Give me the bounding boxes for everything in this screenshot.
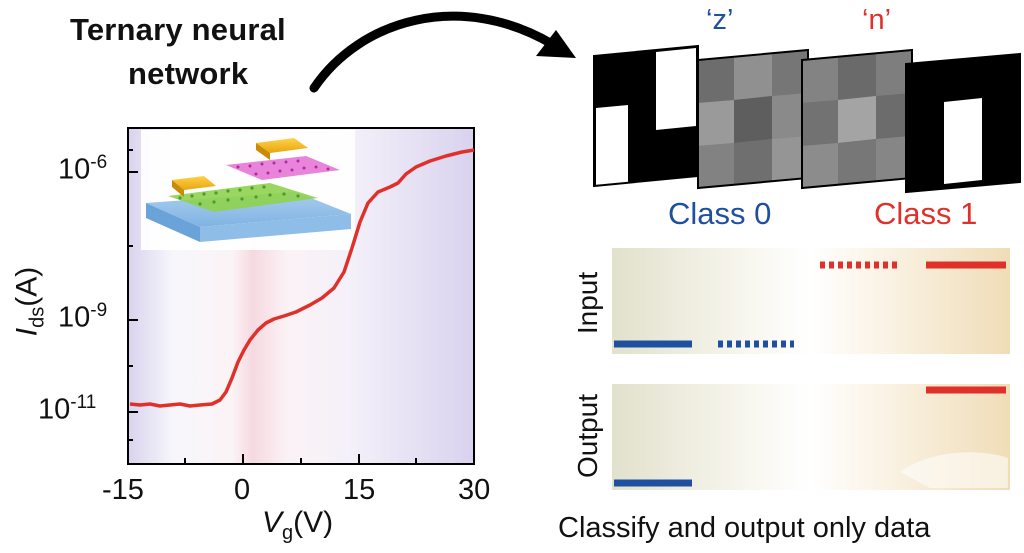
device-inset-icon (141, 130, 355, 250)
class-0-label: Class 0 (668, 196, 772, 231)
xtick-label-m15: -15 (102, 474, 144, 506)
ytick-label-1e-6: 10-6 (58, 152, 108, 186)
ids-vg-curve (129, 148, 475, 408)
class-1-label: Class 1 (874, 196, 978, 231)
binary-image-z-icon (593, 44, 699, 188)
binary-image-n-icon (905, 52, 1021, 194)
ytick-label-1e-11: 10-11 (38, 392, 97, 426)
pattern-label-z: ‘z’ (706, 4, 734, 36)
pattern-label-n: ‘n’ (862, 4, 892, 36)
footer-caption: Classify and output only data (558, 512, 931, 544)
transfer-curve-plot (127, 127, 475, 465)
curved-arrow-icon (309, 11, 576, 93)
y-ticks (128, 149, 138, 441)
xtick-label-15: 15 (343, 474, 376, 506)
xtick-label-30: 30 (458, 474, 491, 506)
title-line-1: Ternary neural (70, 12, 286, 47)
gray-kernel-2-icon (801, 48, 913, 190)
input-axis-label: Input (572, 271, 603, 335)
output-axis-label: Output (572, 393, 603, 479)
xtick-label-0: 0 (234, 474, 251, 506)
title-line-2: network (128, 56, 249, 91)
io-panels (612, 248, 1010, 490)
pattern-stack (593, 44, 1021, 194)
x-axis-label: Vg(V) (262, 506, 334, 544)
gray-kernel-1-icon (697, 48, 809, 190)
y-axis-label: Ids(A) (10, 266, 49, 337)
ytick-label-1e-9: 10-9 (58, 300, 108, 334)
x-ticks (127, 454, 475, 464)
